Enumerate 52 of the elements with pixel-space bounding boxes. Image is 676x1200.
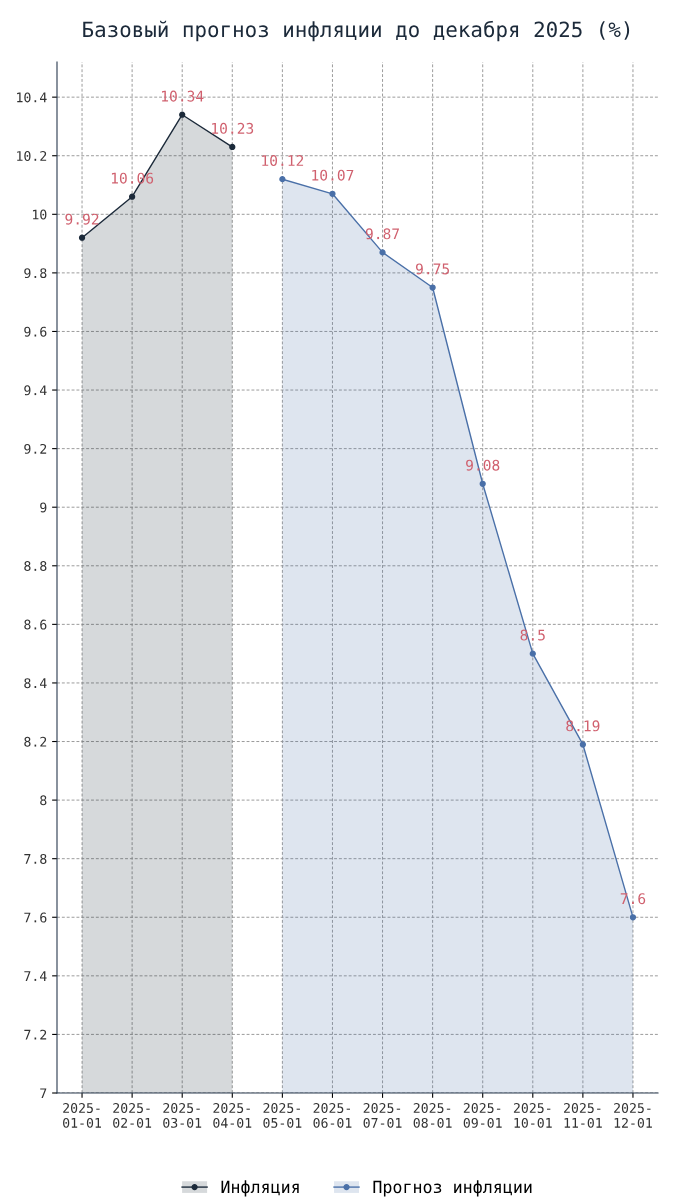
x-tick-label: 2025-09-01	[463, 1103, 502, 1128]
legend-label: Инфляция	[221, 1180, 299, 1197]
y-tick-label: 7	[40, 1088, 47, 1099]
x-tick-label: 2025-11-01	[564, 1103, 602, 1128]
y-tick-label: 9.4	[24, 385, 47, 396]
x-tick-label: 2025-02-01	[113, 1103, 152, 1128]
point	[529, 650, 536, 657]
data-label: 10.07	[312, 169, 354, 181]
y-tick-label: 9.6	[24, 326, 47, 337]
point	[179, 111, 186, 118]
y-tick-label: 10	[32, 209, 47, 220]
y-tick-label: 7.8	[24, 853, 47, 864]
point	[429, 284, 436, 291]
y-tick-label: 10.2	[17, 150, 47, 161]
y-tick-label: 8.4	[24, 678, 47, 689]
point	[379, 249, 386, 256]
point	[329, 190, 336, 197]
y-tick-label: 9.2	[24, 443, 47, 454]
y-tick-label: 10.4	[17, 92, 47, 103]
y-tick-label: 8.8	[24, 561, 47, 572]
x-tick-label: 2025-04-01	[213, 1103, 252, 1128]
x-tick-label: 2025-06-01	[313, 1103, 352, 1128]
data-label: 9.75	[415, 263, 450, 275]
point	[78, 234, 86, 241]
x-tick-label: 2025-10-01	[513, 1103, 552, 1128]
y-tick-label: 8	[40, 795, 47, 806]
x-tick-label: 2025-05-01	[263, 1103, 302, 1128]
point	[479, 480, 486, 487]
x-tick-label: 2025-01-01	[63, 1103, 102, 1128]
point	[128, 193, 136, 200]
data-label: 10.23	[212, 122, 254, 134]
legend-label: Прогноз инфляции	[373, 1180, 532, 1197]
x-tick-label: 2025-03-01	[163, 1103, 202, 1128]
y-tick-label: 8.6	[24, 619, 47, 630]
point	[579, 741, 587, 748]
point	[629, 914, 637, 921]
x-tick-label: 2025-12-01	[614, 1103, 652, 1128]
data-label: 10.34	[162, 90, 204, 102]
x-tick-label: 2025-07-01	[363, 1103, 402, 1128]
point	[279, 176, 286, 183]
point	[229, 143, 236, 151]
data-label: 9.87	[365, 228, 400, 240]
chart-title: Базовый прогноз инфляции до декабря 2025 (%)	[83, 20, 630, 42]
y-tick-label: 8.2	[24, 736, 47, 747]
y-tick-label: 9.8	[24, 268, 47, 279]
y-tick-label: 9	[40, 502, 47, 513]
y-tick-label: 7.4	[24, 971, 47, 981]
x-tick-label: 2025-08-01	[413, 1103, 452, 1128]
y-tick-label: 7.2	[24, 1029, 47, 1040]
data-label: 10.12	[262, 155, 304, 167]
data-label: 9.92	[65, 213, 99, 225]
y-tick-label: 7.6	[24, 912, 47, 923]
